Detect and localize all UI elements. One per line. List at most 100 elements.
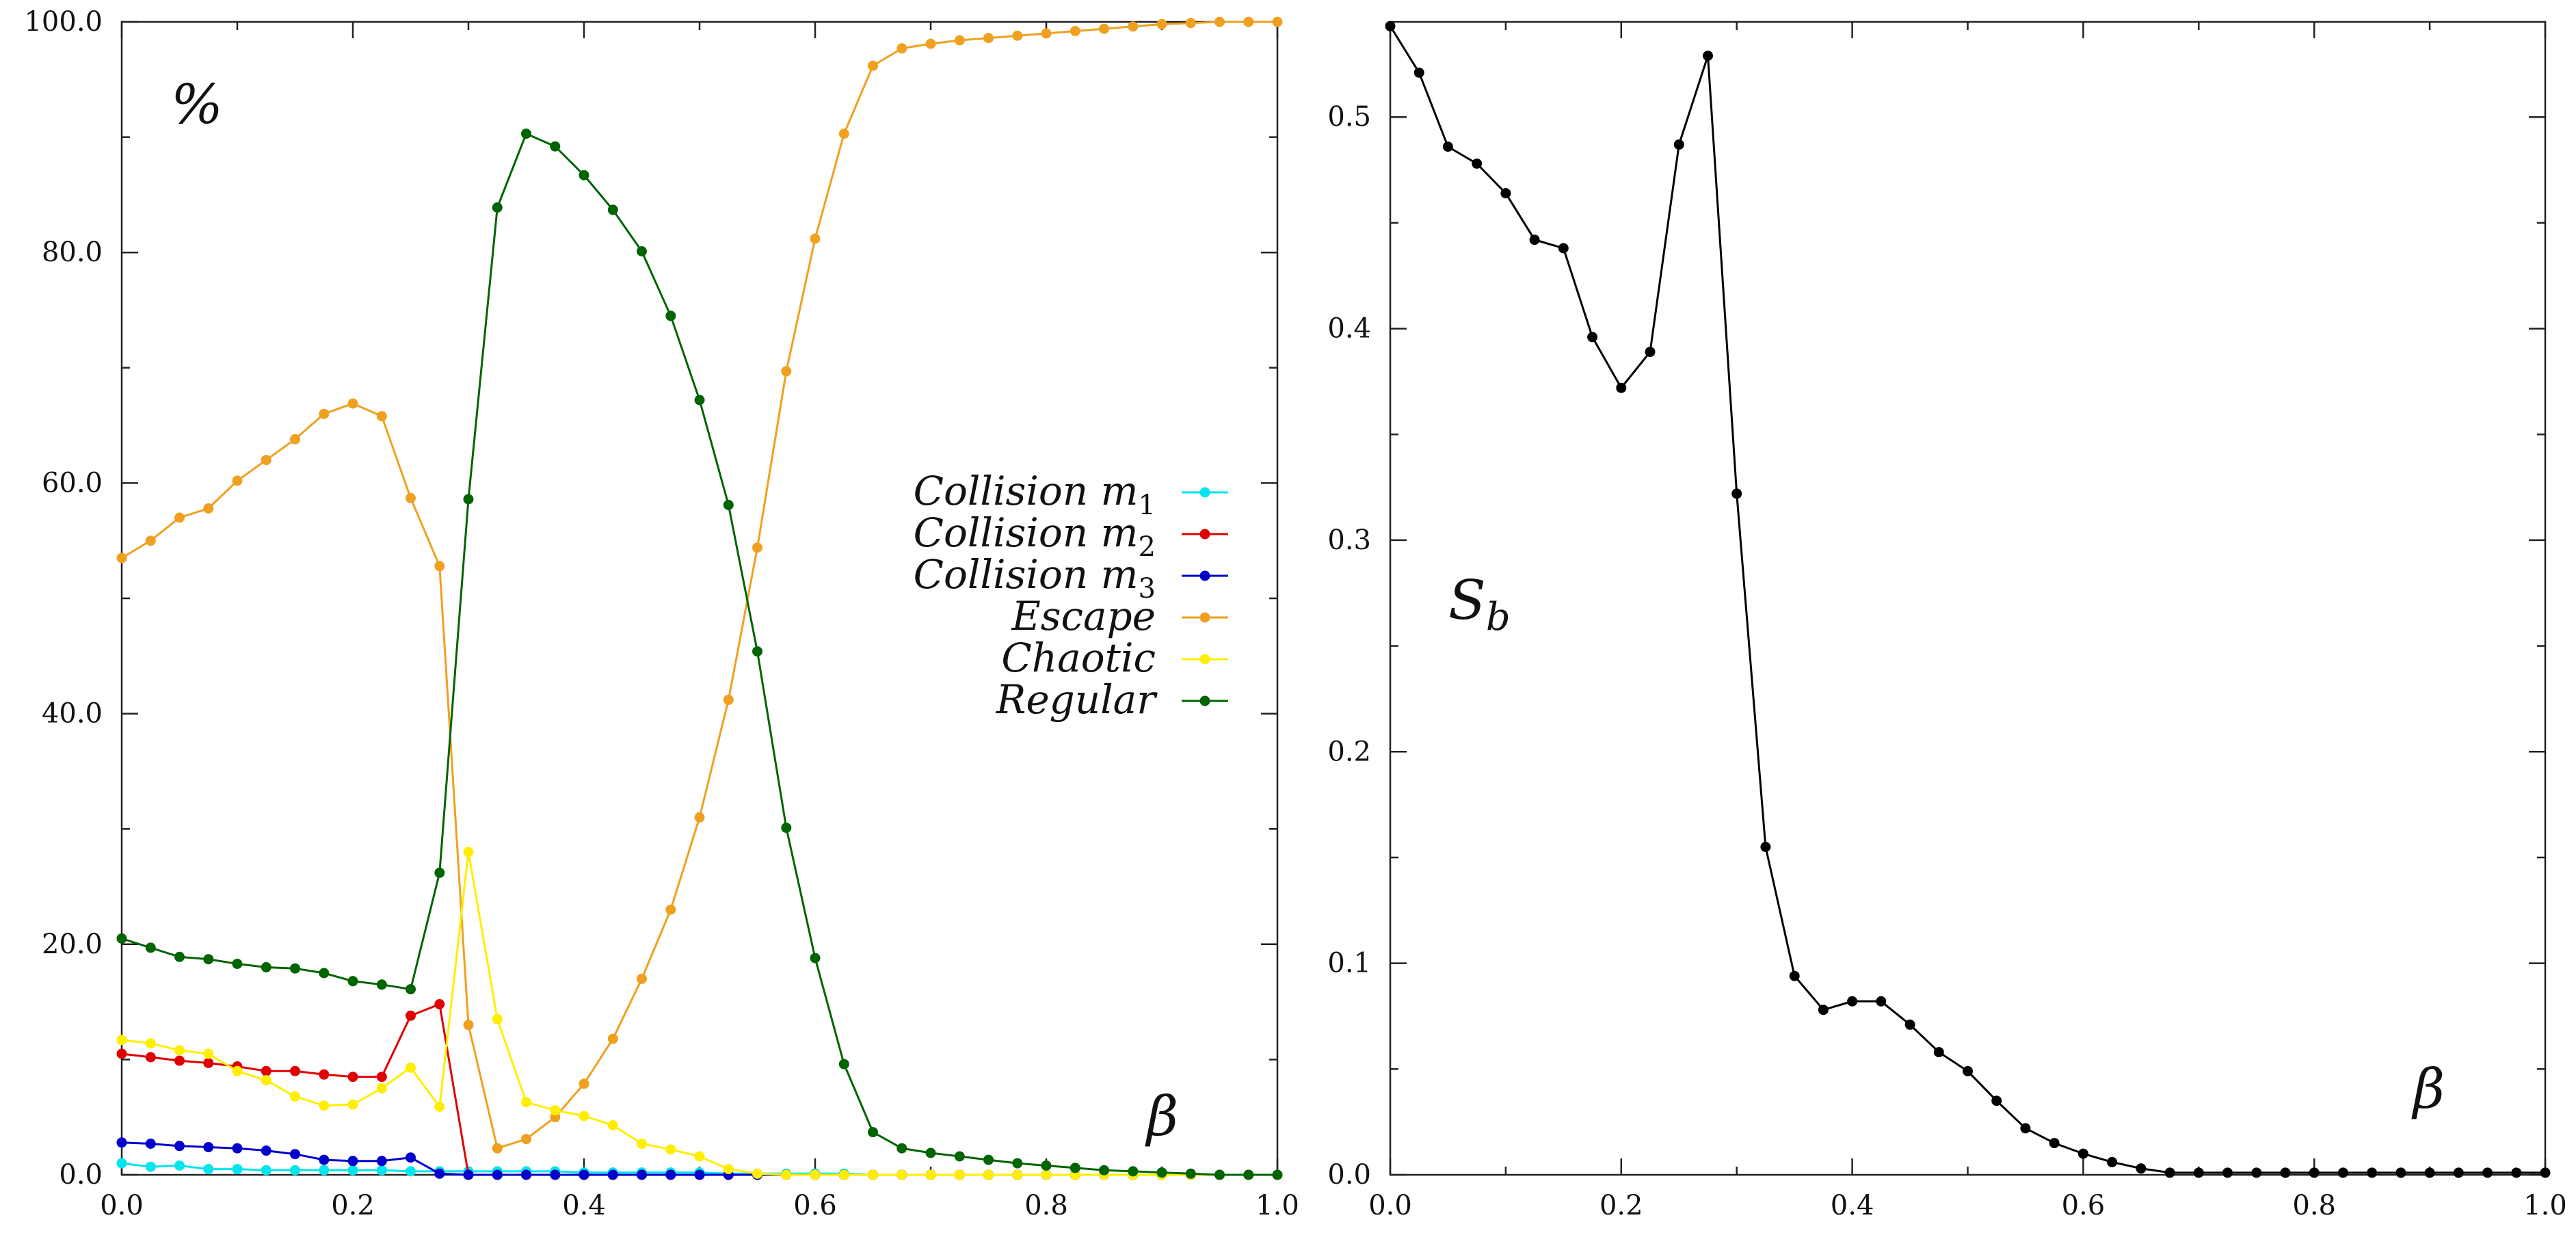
data-point-regular <box>550 141 561 152</box>
data-point-collision-m1 <box>319 1165 330 1176</box>
y-tick-label: 0.4 <box>1327 313 1371 345</box>
corner-label: % <box>171 72 223 136</box>
x-tick-label: 0.0 <box>1368 1190 1412 1221</box>
data-point-sb <box>1904 1019 1915 1030</box>
data-point-chaotic <box>319 1100 330 1111</box>
data-point-chaotic <box>145 1038 156 1049</box>
data-point-chaotic <box>521 1097 531 1108</box>
x-tick-label: 0.4 <box>1831 1190 1874 1221</box>
x-tick-label: 0.6 <box>2062 1190 2106 1221</box>
data-point-chaotic <box>897 1169 907 1180</box>
data-point-collision-m2 <box>434 999 445 1009</box>
data-point-chaotic <box>607 1120 618 1130</box>
legend-marker-escape <box>1199 612 1210 623</box>
x-tick-label: 0.6 <box>793 1190 837 1221</box>
data-point-escape <box>1128 21 1139 32</box>
data-point-collision-m3 <box>434 1168 445 1179</box>
data-point-collision-m2 <box>145 1052 156 1063</box>
data-point-collision-m2 <box>174 1055 185 1066</box>
legend-label-escape: Escape <box>1011 593 1156 639</box>
data-point-sb <box>2540 1167 2551 1178</box>
data-point-collision-m3 <box>521 1169 531 1180</box>
data-point-regular <box>1099 1165 1109 1176</box>
data-point-chaotic <box>203 1048 214 1059</box>
percentage-chart-panel: 0.0 0.2 0.4 0.6 0.8 1.0 0.0 20.0 40.0 60.0 80.0 100… <box>24 6 1299 1221</box>
legend-marker-chaotic <box>1199 654 1210 665</box>
data-point-regular <box>174 951 185 962</box>
y-tick-label: 0.2 <box>1327 736 1371 767</box>
data-point-regular <box>434 867 445 878</box>
data-point-escape <box>116 553 127 563</box>
data-point-chaotic <box>838 1169 849 1180</box>
data-point-regular <box>1243 1169 1254 1180</box>
legend-marker-regular <box>1199 695 1210 706</box>
y-tick-label: 0.3 <box>1327 524 1371 556</box>
legend-marker-collision-m1 <box>1199 487 1210 498</box>
data-point-sb <box>1385 21 1396 31</box>
data-point-regular <box>145 942 156 953</box>
series-regular <box>116 129 1283 1180</box>
data-point-collision-m1 <box>232 1164 243 1175</box>
data-point-chaotic <box>665 1144 676 1155</box>
data-point-regular <box>838 1059 849 1070</box>
data-point-chaotic <box>174 1045 185 1056</box>
data-point-sb <box>1789 970 1800 981</box>
data-point-collision-m3 <box>607 1169 618 1180</box>
data-point-regular <box>116 933 127 944</box>
series-line-chaotic <box>121 851 1277 1176</box>
data-point-escape <box>1156 18 1167 29</box>
data-point-regular <box>347 976 358 987</box>
data-point-collision-m1 <box>145 1161 156 1172</box>
data-point-sb <box>2337 1167 2348 1178</box>
data-point-regular <box>492 202 503 213</box>
data-point-regular <box>983 1154 994 1165</box>
data-point-chaotic <box>781 1169 792 1180</box>
data-point-chaotic <box>434 1102 445 1112</box>
data-point-escape <box>781 366 792 377</box>
data-point-sb <box>2222 1167 2233 1178</box>
data-point-regular <box>1070 1163 1080 1173</box>
data-point-escape <box>838 129 849 139</box>
data-point-collision-m3 <box>665 1169 676 1180</box>
data-point-escape <box>637 973 647 984</box>
data-point-collision-m3 <box>463 1169 474 1180</box>
data-point-regular <box>752 646 762 657</box>
y-tick-label: 60.0 <box>42 467 103 499</box>
data-point-sb <box>1703 51 1713 61</box>
data-point-collision-m3 <box>174 1141 185 1152</box>
legend-label-collision-m3: Collision m3 <box>914 551 1156 605</box>
data-point-chaotic <box>637 1139 647 1149</box>
data-point-collision-m3 <box>637 1169 647 1180</box>
data-point-chaotic <box>1012 1169 1023 1180</box>
data-point-collision-m3 <box>347 1156 358 1167</box>
data-point-regular <box>463 494 474 505</box>
data-point-sb <box>2193 1167 2204 1178</box>
data-point-chaotic <box>694 1151 705 1162</box>
data-point-escape <box>983 33 994 44</box>
data-point-collision-m2 <box>406 1010 416 1021</box>
data-point-sb <box>2280 1167 2291 1178</box>
y-tick-label: 0.0 <box>1327 1159 1371 1191</box>
data-point-collision-m2 <box>116 1048 127 1059</box>
data-point-collision-m3 <box>145 1139 156 1149</box>
data-point-sb <box>2482 1167 2493 1178</box>
data-point-regular <box>723 499 734 510</box>
series-line-sb <box>1389 25 2545 1174</box>
data-point-sb <box>1847 996 1858 1007</box>
data-point-escape <box>1099 23 1109 34</box>
data-point-escape <box>1012 30 1023 41</box>
data-point-escape <box>810 233 821 244</box>
data-point-chaotic <box>261 1075 271 1086</box>
y-tick-label: 80.0 <box>42 237 103 268</box>
data-point-sb <box>1587 332 1598 343</box>
data-point-sb <box>1818 1005 1829 1015</box>
data-point-collision-m1 <box>261 1165 271 1176</box>
data-point-escape <box>665 904 676 915</box>
data-point-sb <box>2367 1167 2378 1178</box>
data-point-escape <box>607 1033 618 1044</box>
data-point-collision-m1 <box>406 1166 416 1177</box>
legend-label-chaotic: Chaotic <box>1001 635 1156 681</box>
corner-label: Sb <box>1448 568 1511 639</box>
data-point-escape <box>290 434 300 444</box>
